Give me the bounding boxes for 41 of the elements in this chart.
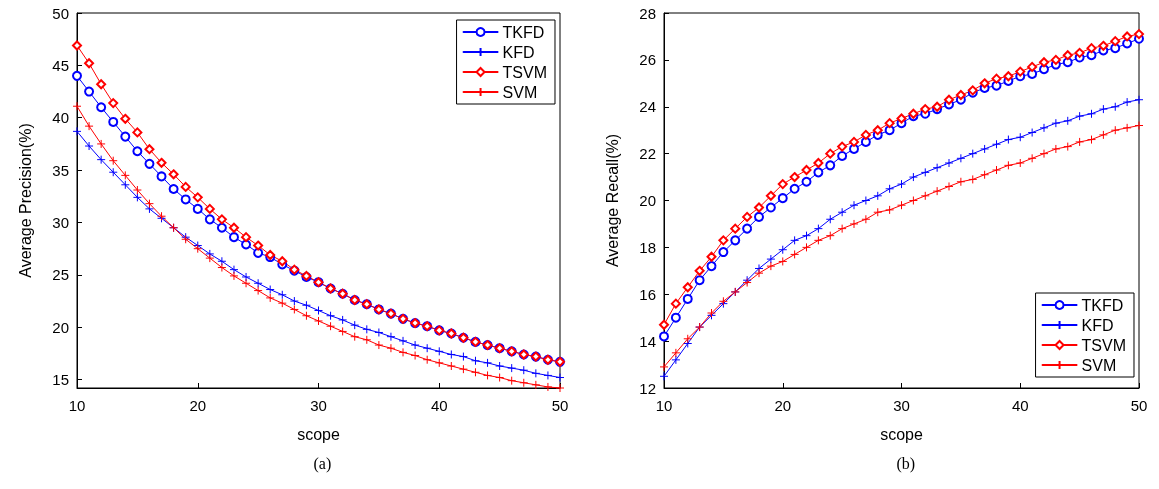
y-tick-label: 20 [639,192,656,209]
y-tick-label: 12 [639,379,656,397]
x-tick-label: 20 [189,397,207,414]
y-tick-label: 20 [52,318,69,336]
y-tick-label: 15 [52,371,69,389]
text: (a) [313,454,332,473]
y-tick-label: 24 [639,98,656,116]
text: (b) [896,454,916,473]
y-axis-title: Average Precision(%) [16,123,34,278]
x-tick-label: 40 [430,397,448,414]
legend-label: SVM [502,83,538,101]
y-tick-label: 28 [639,4,656,22]
x-tick-label: 30 [893,397,910,414]
x-tick-label: 50 [551,397,569,414]
y-tick-label: 22 [639,145,656,163]
x-tick-label: 10 [655,397,673,414]
y-tick-label: 14 [639,332,656,350]
y-tick-label: 25 [52,266,69,284]
legend-label: TSVM [502,63,548,81]
legend-label: KFD [502,43,535,61]
y-tick-label: 16 [639,285,656,303]
x-tick-label: 10 [68,397,86,414]
y-tick-label: 40 [52,109,69,127]
x-axis-title: scope [880,425,923,443]
y-tick-label: 50 [52,4,69,22]
x-tick-label: 30 [310,397,327,414]
legend-label: TKFD [502,23,545,41]
legend-label: KFD [1081,316,1114,334]
y-tick-label: 18 [639,238,656,256]
legend-label: SVM [1081,356,1117,374]
y-tick-label: 30 [52,214,69,231]
legend-label: TSVM [1081,336,1127,354]
x-tick-label: 40 [1011,397,1029,414]
y-tick-label: 45 [52,56,69,74]
x-tick-label: 50 [1130,397,1148,414]
y-tick-label: 26 [639,51,656,69]
y-axis-title: Average Recall(%) [603,133,621,268]
x-tick-label: 20 [774,397,792,414]
y-tick-label: 35 [52,161,69,179]
x-axis-title: scope [297,425,340,443]
legend-label: TKFD [1081,296,1124,314]
